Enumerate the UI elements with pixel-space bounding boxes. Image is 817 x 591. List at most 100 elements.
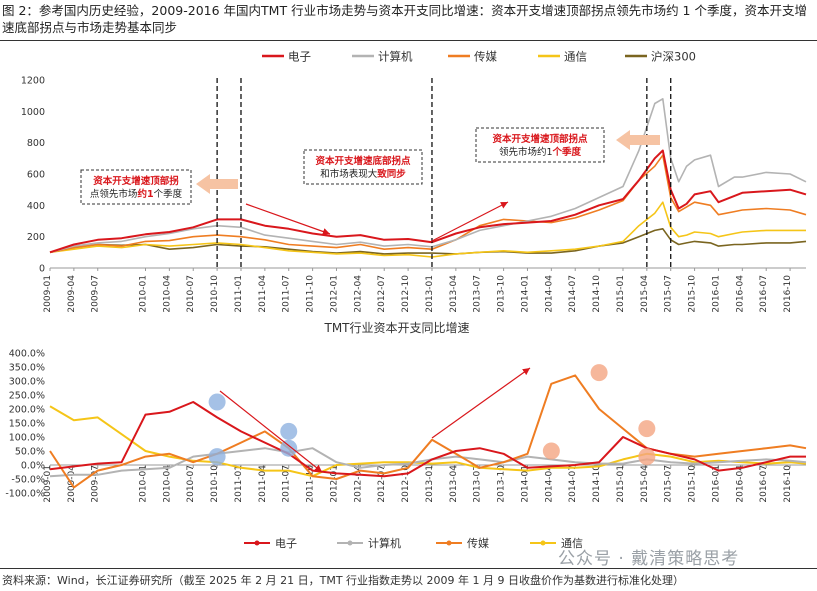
highlight-bubble xyxy=(590,364,608,382)
y-tick-label: 50.0% xyxy=(15,447,45,458)
figure-title: 图 2：参考国内历史经验，2009-2016 年国内TMT 行业市场走势与资本开… xyxy=(2,3,807,35)
top-rule xyxy=(0,40,817,41)
x-tick-label: 2012-01 xyxy=(329,275,339,313)
x-tick-label: 2011-01 xyxy=(234,465,244,503)
pointer-block-arrow xyxy=(616,130,660,150)
x-tick-label: 2009-07 xyxy=(91,465,101,503)
x-tick-label: 2015-07 xyxy=(664,275,674,313)
y-tick-label: 1000 xyxy=(21,107,45,118)
y-tick-label: 300.0% xyxy=(9,377,45,388)
bottom-rule xyxy=(0,568,817,569)
source-note: 资料来源：Wind，长江证券研究所（截至 2025 年 2 月 21 日，TMT… xyxy=(2,574,685,587)
annotation-run: 领先市场约1 xyxy=(499,146,553,158)
trend-arrow xyxy=(219,390,323,473)
x-tick-label: 2016-04 xyxy=(735,275,745,313)
x-tick-label: 2010-04 xyxy=(162,465,172,503)
x-tick-label: 2016-10 xyxy=(783,465,793,503)
x-tick-label: 2013-01 xyxy=(425,275,435,313)
x-tick-label: 2011-07 xyxy=(282,275,292,313)
annotation-run: 约1 xyxy=(137,188,153,200)
series-line-computer xyxy=(49,98,807,254)
x-tick-label: 2013-07 xyxy=(473,275,483,313)
y-tick-label: -50.0% xyxy=(11,475,45,486)
plot-area: -100.0% -50.0% 0.0% 50.0% 100.0% 150.0% 200.0%… xyxy=(5,349,807,503)
annotation-line: 点领先市场约1个季度 xyxy=(90,188,183,200)
legend-marker-telecom xyxy=(540,540,546,546)
x-tick-label: 2014-07 xyxy=(568,465,578,503)
x-tick-label: 2015-04 xyxy=(640,275,650,313)
x-tick-label: 2015-07 xyxy=(664,465,674,503)
y-tick-label: 150.0% xyxy=(9,419,45,430)
x-tick-label: 2015-01 xyxy=(616,465,626,503)
highlight-bubble xyxy=(280,439,298,457)
y-tick-label: 200 xyxy=(27,232,45,243)
x-tick-label: 2012-04 xyxy=(353,275,363,313)
legend-marker-computer xyxy=(347,540,353,546)
x-tick-label: 2016-07 xyxy=(759,465,769,503)
x-tick-label: 2016-07 xyxy=(759,275,769,313)
x-tick-label: 2015-01 xyxy=(616,275,626,313)
x-tick-label: 2012-07 xyxy=(377,465,387,503)
x-tick-label: 2011-10 xyxy=(306,275,316,313)
legend-label-computer: 计算机 xyxy=(378,50,413,64)
y-tick-label: 800 xyxy=(27,138,45,149)
pointer-block-arrow xyxy=(196,174,238,194)
x-tick-label: 2010-10 xyxy=(210,465,220,503)
x-tick-label: 2009-01 xyxy=(43,275,53,313)
series-line-telecom xyxy=(49,201,806,258)
annotation-run: 和市场表现大 xyxy=(320,168,378,180)
x-tick-label: 2010-10 xyxy=(210,275,220,313)
x-tick-label: 2010-07 xyxy=(186,275,196,313)
x-tick-label: 2013-07 xyxy=(473,465,483,503)
x-tick-label: 2013-10 xyxy=(497,465,507,503)
x-tick-label: 2010-07 xyxy=(186,465,196,503)
annotation-line: 资本开支增速底部拐点 xyxy=(315,155,411,167)
x-tick-label: 2009-04 xyxy=(67,275,77,313)
legend-label-telecom: 通信 xyxy=(564,50,587,64)
y-tick-label: 0.0% xyxy=(21,461,45,472)
highlight-bubble xyxy=(280,422,298,440)
x-tick-label: 2013-10 xyxy=(497,275,507,313)
legend-label-media: 传媒 xyxy=(474,50,497,64)
trend-arrow xyxy=(429,201,509,243)
series-line-media xyxy=(49,154,807,254)
annotation-line: 和市场表现大致同步 xyxy=(320,168,406,180)
annotation-line: 领先市场约1个季度 xyxy=(499,146,582,158)
watermark-text: 公众号 · 戴清策略思考 xyxy=(558,549,740,569)
x-tick-label: 2010-01 xyxy=(138,465,148,503)
legend-label-electronics: 电子 xyxy=(275,537,297,550)
y-tick-label: 600 xyxy=(27,170,45,181)
legend-label-hs300: 沪深300 xyxy=(651,50,696,64)
x-tick-label: 2013-04 xyxy=(449,275,459,313)
x-tick-label: 2015-04 xyxy=(640,465,650,503)
highlight-bubble xyxy=(208,393,226,411)
series-line-electronics xyxy=(49,401,806,478)
legend-label-media: 传媒 xyxy=(467,537,489,550)
annotation-line: 资本开支增速顶部拐点 xyxy=(492,133,588,145)
x-tick-label: 2012-07 xyxy=(377,275,387,313)
series-line-telecom xyxy=(49,405,807,478)
x-tick-label: 2010-04 xyxy=(162,275,172,313)
legend-label-computer: 计算机 xyxy=(368,536,401,550)
highlight-bubble xyxy=(208,448,226,466)
x-tick-label: 2011-01 xyxy=(234,275,244,313)
annotation-frame xyxy=(475,127,605,163)
x-tick-label: 2014-01 xyxy=(520,465,530,503)
y-tick-label: -100.0% xyxy=(5,489,45,500)
index-trend-chart: 0 200 400 600 800 1000 1200 2009-01 2009-04 2009-… xyxy=(21,50,807,313)
trend-arrow xyxy=(431,367,531,439)
annotation-frame xyxy=(80,169,192,205)
y-tick-label: 0 xyxy=(39,264,45,275)
x-tick-label: 2011-04 xyxy=(258,275,268,313)
y-tick-label: 100.0% xyxy=(9,433,45,444)
legend: 电子 计算机 传媒 通信 xyxy=(244,536,583,550)
x-tick-label: 2015-10 xyxy=(688,275,698,313)
annotation-run: 点领先市场 xyxy=(90,188,138,200)
trend-arrow xyxy=(245,203,331,235)
x-tick-label: 2011-10 xyxy=(306,465,316,503)
y-tick-label: 400.0% xyxy=(9,349,45,360)
series-line-media xyxy=(49,374,807,489)
